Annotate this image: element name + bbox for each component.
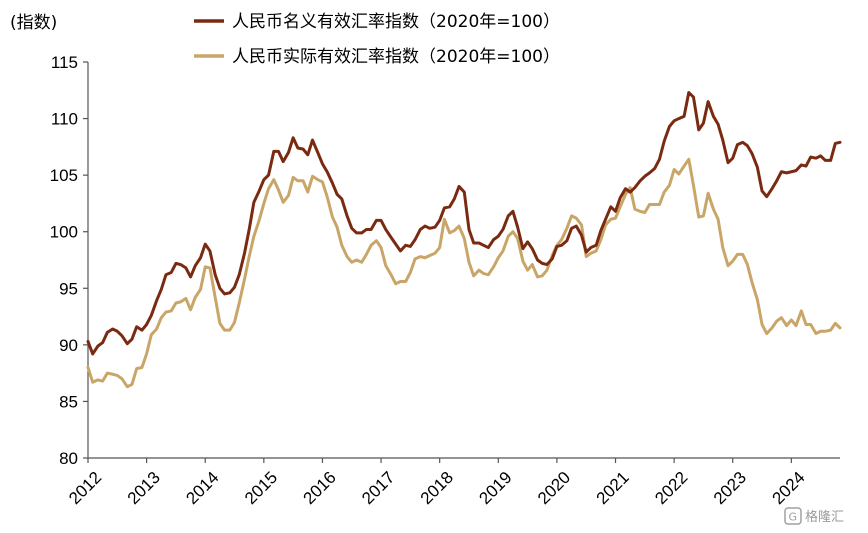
x-tick-label: 2023 [710,468,750,508]
series-layer [86,91,842,389]
x-tick-label: 2020 [534,468,574,508]
x-tick-label: 2017 [358,468,398,508]
y-tick-label: 100 [50,223,78,242]
x-tick-label: 2018 [417,468,457,508]
G-logo-icon [784,507,802,525]
y-tick-label: 115 [51,53,78,72]
x-tick-label: 2014 [182,468,222,508]
x-tick-label: 2013 [124,468,164,508]
y-tick-label: 110 [51,110,78,129]
y-tick-label: 85 [59,392,78,411]
y-tick-label: 95 [59,279,78,298]
watermark: G 格隆汇 [784,507,844,525]
y-tick-label: 90 [59,336,78,355]
G-logo-letter: G [789,511,798,524]
y-tick-label: 105 [50,166,78,185]
x-tick-label: 2021 [593,468,633,508]
legend-label: 人民币名义有效汇率指数（2020年=100） [232,12,560,32]
legend-label: 人民币实际有效汇率指数（2020年=100） [232,47,560,67]
y-axis-label: (指数) [10,13,57,33]
x-tick-label: 2012 [65,468,105,508]
x-tick-label: 2016 [300,468,340,508]
axes: 80 85 90 95 100 105 110 115 2012 2013 2014 2015 2016… [50,53,840,508]
x-tick-label: 2022 [651,468,691,508]
x-tick-label: 2019 [475,468,515,508]
legend: 人民币名义有效汇率指数（2020年=100） 人民币实际有效汇率指数（2020年=… [194,12,560,67]
watermark-text: 格隆汇 [805,509,844,525]
y-tick-label: 80 [59,449,78,468]
x-tick-label: 2015 [241,468,281,508]
x-tick-label: 2024 [768,468,808,508]
series-line [86,157,842,389]
series-line [86,91,842,356]
